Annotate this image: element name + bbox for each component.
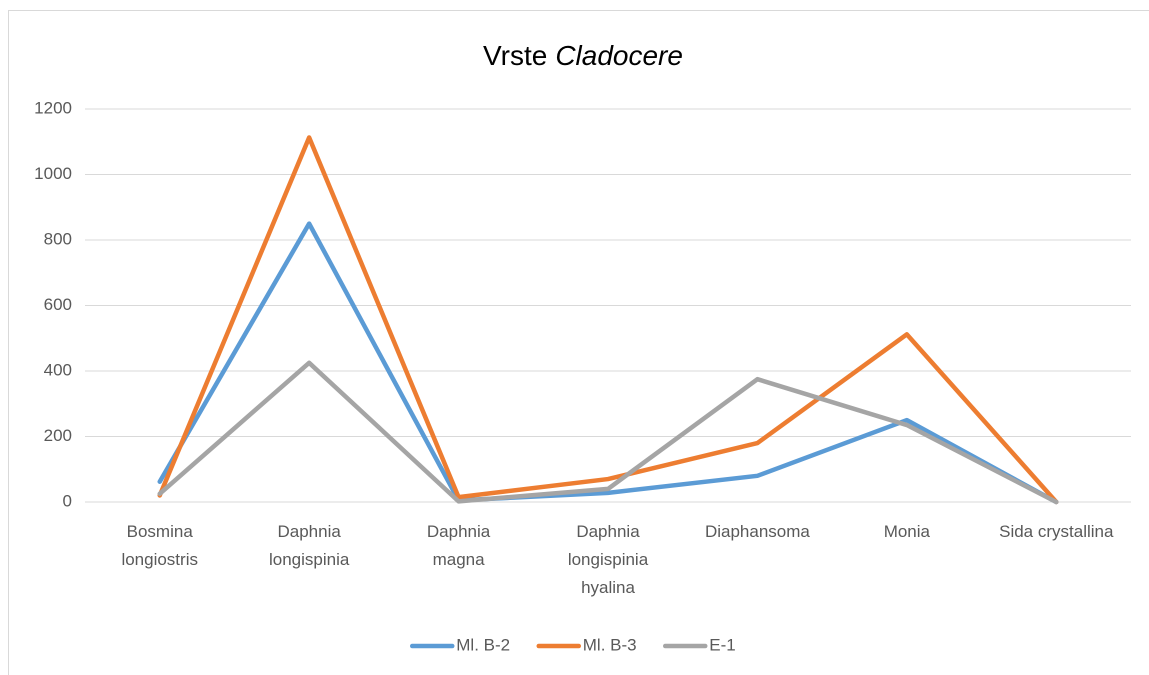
y-tick-label: 400: [44, 360, 72, 379]
x-tick-line: magna: [433, 550, 486, 569]
legend-label: E-1: [709, 635, 735, 654]
x-tick-line: Bosmina: [127, 522, 194, 541]
x-tick-line: longispinia: [269, 550, 350, 569]
x-tick-line: longiostris: [121, 550, 198, 569]
y-tick-label: 0: [63, 491, 72, 510]
y-tick-label: 800: [44, 229, 72, 248]
series-line: [157, 135, 1059, 505]
x-tick-label: Daphnia magna: [427, 522, 491, 569]
x-tick-label: Bosmina longiostris: [121, 522, 198, 569]
y-tick-label: 200: [44, 426, 72, 445]
series-line: [157, 221, 1059, 505]
x-tick-line: Daphnia: [277, 522, 341, 541]
title-part: Vrste: [483, 40, 547, 71]
chart-title: Vrste Cladocere: [483, 40, 683, 71]
chart-frame: [8, 10, 1149, 675]
x-tick-line: Diaphansoma: [705, 522, 810, 541]
x-tick-line: Daphnia: [576, 522, 640, 541]
x-tick-line: Monia: [884, 522, 931, 541]
x-tick-line: Sida crystallina: [999, 522, 1114, 541]
y-tick-label: 1200: [34, 98, 72, 117]
x-tick-label: Daphnia longispinia: [269, 522, 350, 569]
series-line: [157, 360, 1059, 505]
title-part: Cladocere: [555, 40, 683, 71]
x-tick-label: Diaphansoma: [705, 522, 810, 541]
x-tick-label: Monia: [884, 522, 931, 541]
x-tick-label: Sida crystallina: [999, 522, 1114, 541]
x-tick-line: hyalina: [581, 578, 635, 597]
legend-label: Ml. B-2: [456, 635, 510, 654]
x-tick-line: Daphnia: [427, 522, 491, 541]
legend-label: Ml. B-3: [583, 635, 637, 654]
x-tick-label: Daphnia longispinia hyalina: [568, 522, 649, 597]
y-tick-label: 1000: [34, 164, 72, 183]
y-tick-label: 600: [44, 295, 72, 314]
x-tick-line: longispinia: [568, 550, 649, 569]
